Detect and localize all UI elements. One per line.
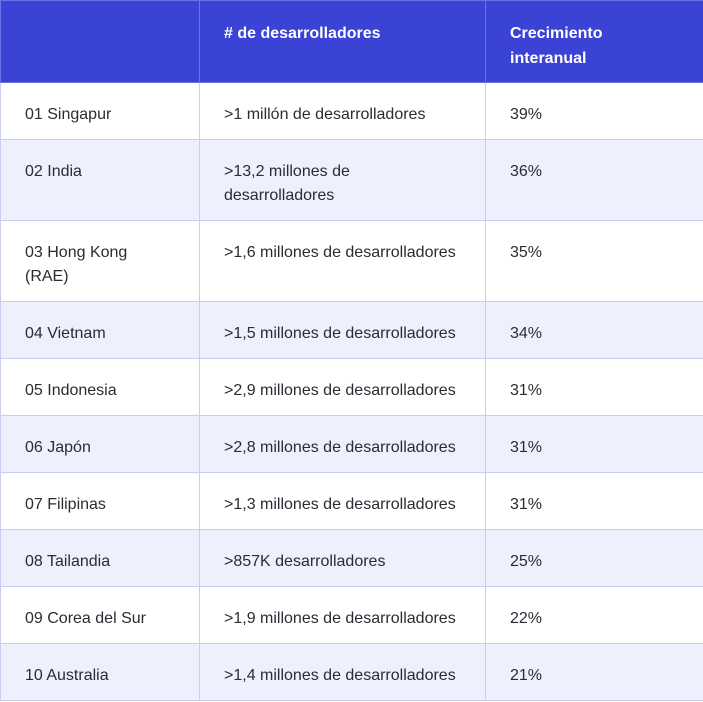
- cell-country: 02 India: [0, 139, 200, 221]
- cell-growth: 31%: [485, 358, 703, 416]
- table-row: 04 Vietnam >1,5 millones de desarrollado…: [0, 301, 703, 359]
- cell-developers: >1,4 millones de desarrolladores: [199, 643, 486, 701]
- cell-developers: >1,6 millones de desarrolladores: [199, 220, 486, 302]
- cell-growth: 39%: [485, 82, 703, 140]
- cell-developers: >1,3 millones de desarrolladores: [199, 472, 486, 530]
- cell-growth: 34%: [485, 301, 703, 359]
- table-row: 08 Tailandia >857K desarrolladores 25%: [0, 529, 703, 587]
- table-row: 01 Singapur >1 millón de desarrolladores…: [0, 82, 703, 140]
- cell-country: 04 Vietnam: [0, 301, 200, 359]
- cell-country: 01 Singapur: [0, 82, 200, 140]
- cell-developers: >13,2 millones de desarrolladores: [199, 139, 486, 221]
- header-developers: # de desarrolladores: [199, 0, 486, 83]
- cell-country: 10 Australia: [0, 643, 200, 701]
- table-row: 05 Indonesia >2,9 millones de desarrolla…: [0, 358, 703, 416]
- table-row: 06 Japón >2,8 millones de desarrolladore…: [0, 415, 703, 473]
- cell-country: 07 Filipinas: [0, 472, 200, 530]
- cell-growth: 36%: [485, 139, 703, 221]
- table-header-row: # de desarrolladores Crecimiento interan…: [0, 0, 703, 83]
- header-growth: Crecimiento interanual: [485, 0, 703, 83]
- cell-developers: >857K desarrolladores: [199, 529, 486, 587]
- table-row: 09 Corea del Sur >1,9 millones de desarr…: [0, 586, 703, 644]
- cell-developers: >1 millón de desarrolladores: [199, 82, 486, 140]
- cell-growth: 21%: [485, 643, 703, 701]
- cell-developers: >2,8 millones de desarrolladores: [199, 415, 486, 473]
- cell-growth: 22%: [485, 586, 703, 644]
- cell-growth: 31%: [485, 415, 703, 473]
- cell-country: 03 Hong Kong (RAE): [0, 220, 200, 302]
- cell-developers: >1,9 millones de desarrolladores: [199, 586, 486, 644]
- table-row: 03 Hong Kong (RAE) >1,6 millones de desa…: [0, 220, 703, 302]
- table-row: 02 India >13,2 millones de desarrollador…: [0, 139, 703, 221]
- cell-developers: >2,9 millones de desarrolladores: [199, 358, 486, 416]
- cell-country: 05 Indonesia: [0, 358, 200, 416]
- cell-country: 06 Japón: [0, 415, 200, 473]
- table-row: 07 Filipinas >1,3 millones de desarrolla…: [0, 472, 703, 530]
- cell-country: 09 Corea del Sur: [0, 586, 200, 644]
- cell-growth: 25%: [485, 529, 703, 587]
- cell-country: 08 Tailandia: [0, 529, 200, 587]
- header-country: [0, 0, 200, 83]
- cell-growth: 31%: [485, 472, 703, 530]
- cell-growth: 35%: [485, 220, 703, 302]
- table-row: 10 Australia >1,4 millones de desarrolla…: [0, 643, 703, 701]
- cell-developers: >1,5 millones de desarrolladores: [199, 301, 486, 359]
